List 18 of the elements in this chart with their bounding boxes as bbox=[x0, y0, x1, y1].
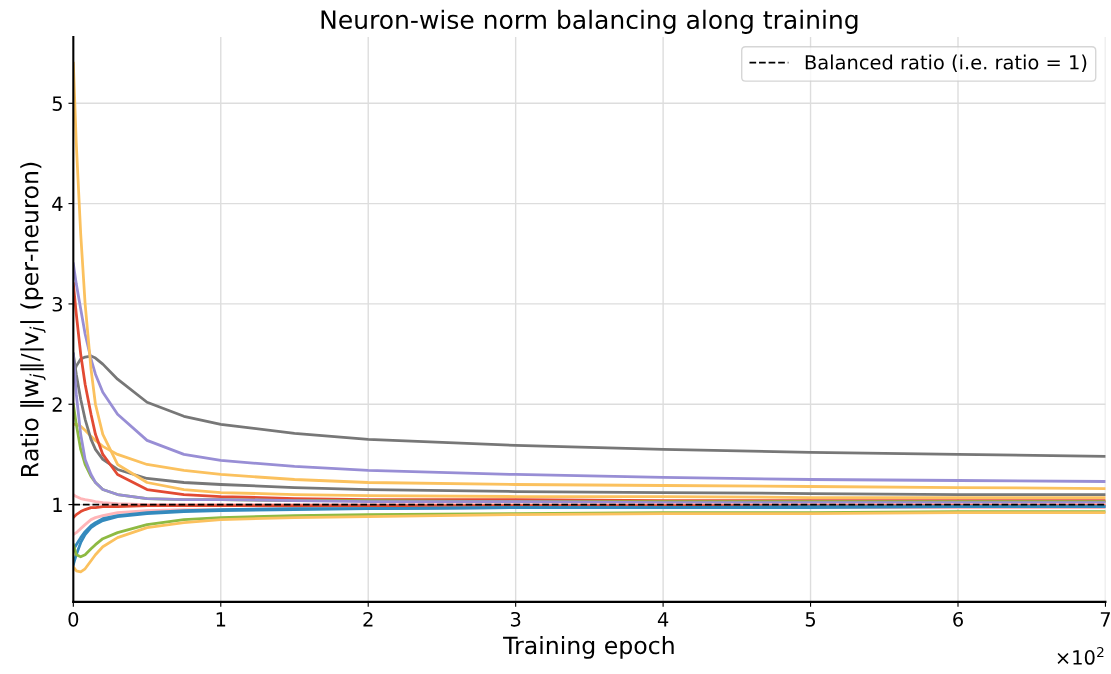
x-tick-label: 4 bbox=[657, 612, 669, 627]
y-tick-label: 1 bbox=[53, 497, 62, 512]
x-tick-label: 3 bbox=[510, 611, 521, 627]
x-tick-label: 2 bbox=[363, 611, 373, 627]
legend-label: Balanced ratio (i.e. ratio = 1) bbox=[805, 54, 1087, 72]
chart-title: Neuron-wise norm balancing along training bbox=[321, 9, 858, 34]
x-axis-title: Training epoch bbox=[503, 635, 674, 659]
text: ×10$^{2}$ bbox=[1057, 646, 1104, 665]
x-tick-label: 7 bbox=[1100, 612, 1110, 627]
y-tick-label: 3 bbox=[52, 296, 63, 312]
x-tick-label: 0 bbox=[68, 611, 79, 627]
x-tick-label: 6 bbox=[953, 611, 963, 627]
y-tick-label: 4 bbox=[52, 196, 63, 211]
y-tick-label: 2 bbox=[52, 397, 62, 412]
x-tick-label: 5 bbox=[805, 612, 816, 627]
x-tick-label: 1 bbox=[216, 612, 226, 627]
y-tick-label: 5 bbox=[52, 96, 62, 111]
y-axis-title: Ratio ‖w$_{j}$‖/|v$_{j}$| (per-neuron) bbox=[20, 162, 46, 477]
